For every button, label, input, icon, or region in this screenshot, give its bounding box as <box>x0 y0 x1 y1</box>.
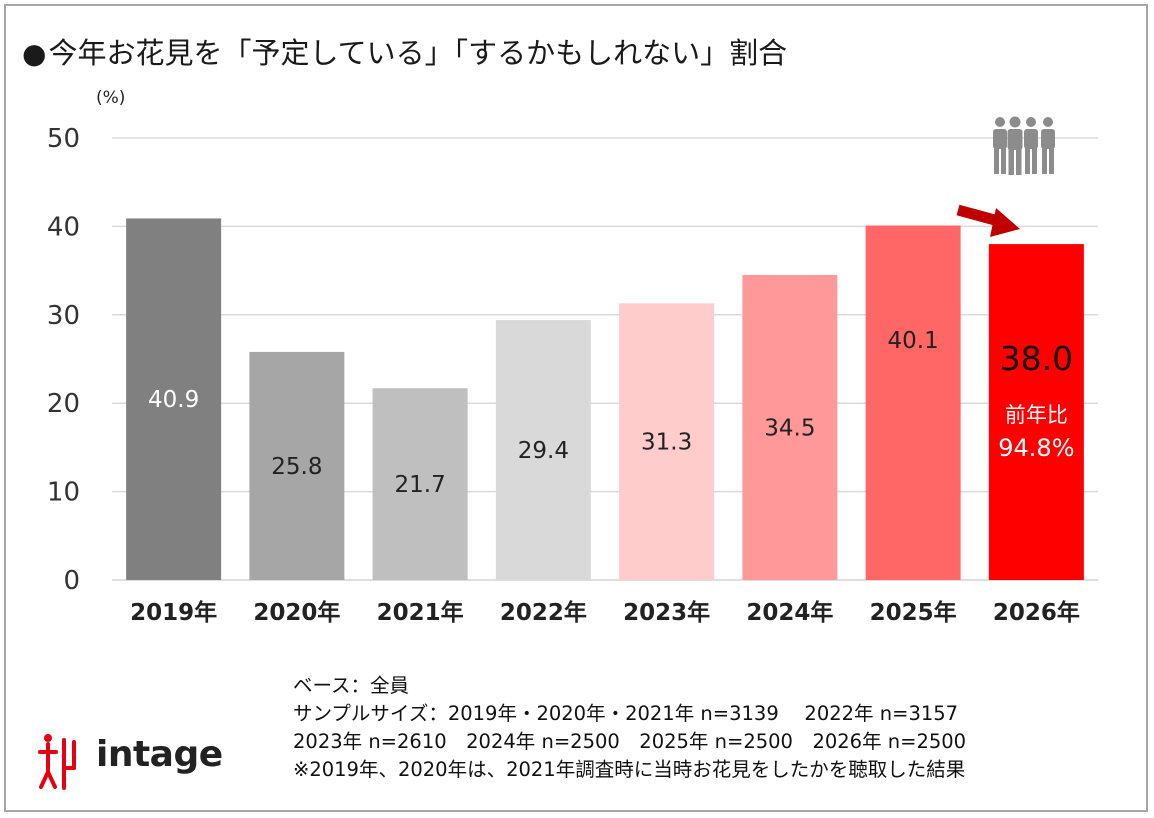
x-tick-label: 2020年 <box>253 599 340 626</box>
data-label: 40.1 <box>888 328 939 354</box>
data-label: 21.7 <box>395 472 446 498</box>
note-sample-size-1: サンプルサイズ：2019年・2020年・2021年 n=3139 2022年 n… <box>293 702 959 725</box>
intage-logo-mark-icon <box>38 734 76 790</box>
title-text: 今年お花見を「予定している」「するかもしれない」割合 <box>48 36 788 70</box>
bars <box>126 218 1084 581</box>
bar <box>619 303 715 580</box>
x-tick-label: 2024年 <box>746 599 833 626</box>
data-labels: 40.9 25.8 21.7 29.4 31.3 34.5 40.1 38.0 前年比 94.8% <box>148 328 1074 498</box>
title-bullet: ● <box>22 37 47 70</box>
chart-title: ●今年お花見を「予定している」「するかもしれない」割合 <box>22 30 787 72</box>
y-tick-label: 10 <box>47 478 80 508</box>
people-group-icon <box>993 116 1055 175</box>
x-tick-label: 2026年 <box>993 599 1080 626</box>
x-tick-label: 2022年 <box>500 599 587 626</box>
data-label: 25.8 <box>271 454 322 480</box>
y-tick-label: 40 <box>47 212 80 242</box>
yoy-label: 前年比 <box>1005 403 1068 427</box>
y-tick-label: 30 <box>47 301 80 331</box>
note-remark: ※2019年、2020年は、2021年調査時に当時お花見をしたかを聴取した結果 <box>293 758 966 781</box>
note-base: ベース：全員 <box>293 674 410 697</box>
decrease-arrow-icon <box>956 204 1020 237</box>
bar <box>865 225 961 581</box>
x-tick-label: 2023年 <box>623 599 710 626</box>
y-tick-labels: 0 10 20 30 40 50 <box>47 124 80 596</box>
x-tick-labels: 2019年 2020年 2021年 2022年 2023年 2024年 2025年 2026年 <box>130 599 1080 626</box>
data-label: 29.4 <box>518 438 569 464</box>
chart-notes: ベース：全員 サンプルサイズ：2019年・2020年・2021年 n=3139 … <box>293 672 966 784</box>
bar <box>249 351 345 580</box>
y-tick-label: 0 <box>63 566 80 596</box>
data-label: 40.9 <box>148 387 199 413</box>
logo-text: intage <box>96 734 223 775</box>
bar <box>742 275 838 580</box>
x-tick-label: 2021年 <box>377 599 464 626</box>
bar <box>126 218 222 580</box>
y-tick-label: 20 <box>47 389 80 419</box>
x-tick-label: 2025年 <box>870 599 957 626</box>
bar <box>988 244 1084 580</box>
data-label: 34.5 <box>764 416 815 442</box>
intage-logo: intage <box>38 732 238 792</box>
note-sample-size-2: 2023年 n=2610 2024年 n=2500 2025年 n=2500 2… <box>293 730 967 753</box>
y-tick-label: 50 <box>47 124 80 154</box>
bar <box>372 388 468 580</box>
y-unit-label: (%) <box>96 88 126 108</box>
data-label: 38.0 <box>1000 339 1073 378</box>
data-label: 31.3 <box>641 430 692 456</box>
yoy-value: 94.8% <box>998 434 1074 462</box>
bar <box>495 320 591 580</box>
x-tick-label: 2019年 <box>130 599 217 626</box>
